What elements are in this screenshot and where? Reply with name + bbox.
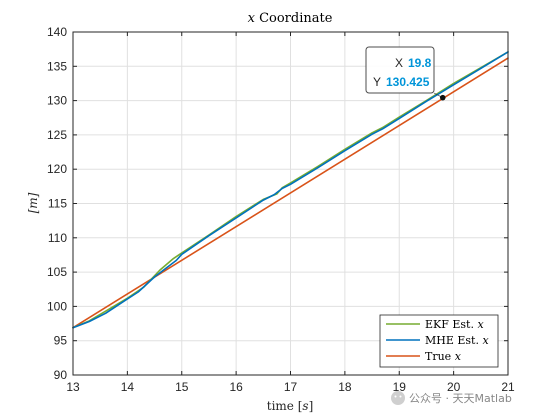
y-tick-label: 95 — [54, 334, 68, 348]
y-tick-label: 115 — [48, 197, 67, 211]
axis-ticks — [72, 31, 509, 376]
x-axis-label-word: time [ — [267, 399, 303, 413]
data-tip-y-label: Y — [373, 75, 381, 89]
y-tick-label: 105 — [47, 265, 67, 279]
data-tip[interactable]: X 19.8 Y 130.425 — [365, 46, 446, 101]
legend-label: EKF Est. x — [425, 318, 484, 331]
y-tick-label: 135 — [47, 59, 67, 73]
series-line-true-x — [72, 57, 509, 329]
data-tip-x-label: X — [395, 56, 403, 70]
legend-label-text: EKF Est. — [425, 318, 477, 331]
series-line-mhe-est-x — [72, 51, 509, 329]
data-tip-x-value: 19.8 — [408, 56, 432, 70]
x-tick-label: 19 — [393, 380, 407, 394]
y-tick-label: 100 — [47, 299, 67, 313]
wechat-icon-eye-left — [394, 395, 397, 398]
legend-label-symbol: x — [477, 318, 484, 331]
chart-title-symbol: x — [248, 11, 256, 26]
x-tick-label: 14 — [121, 380, 135, 394]
legend-label: True x — [425, 350, 462, 363]
y-tick-label: 90 — [54, 368, 68, 382]
x-tick-label: 17 — [284, 380, 298, 394]
y-tick-label: 110 — [48, 231, 67, 245]
y-tick-labels: 90 95 100 105 110 115 120 125 130 135 140 — [47, 25, 67, 382]
chart-title-rest: Coordinate — [255, 11, 333, 26]
legend-label-symbol: x — [455, 350, 462, 363]
wechat-icon — [391, 391, 405, 405]
legend-label: MHE Est. x — [425, 334, 489, 347]
x-tick-label: 13 — [66, 380, 80, 394]
x-tick-labels: 13 14 15 16 17 18 19 20 21 — [66, 380, 515, 394]
x-tick-label: 15 — [175, 380, 189, 394]
x-axis-label: time [s] — [267, 399, 314, 413]
wechat-icon-eye-right — [399, 395, 402, 398]
data-tip-marker[interactable] — [439, 94, 446, 101]
y-tick-label: 120 — [47, 162, 67, 176]
y-axis-label: [m] — [26, 192, 40, 213]
series-group — [72, 51, 509, 329]
data-tip-y-value: 130.425 — [386, 75, 430, 89]
x-tick-label: 16 — [229, 380, 243, 394]
data-tip-box — [365, 46, 435, 94]
y-tick-label: 125 — [47, 128, 67, 142]
legend-label-text: True — [425, 350, 455, 363]
legend-label-symbol: x — [482, 334, 489, 347]
chart-title: x Coordinate — [248, 11, 333, 26]
x-tick-label: 20 — [447, 380, 461, 394]
x-tick-label: 18 — [338, 380, 352, 394]
x-axis-label-unit: s — [302, 399, 308, 413]
legend-label-text: MHE Est. — [425, 334, 482, 347]
watermark: 公众号 · 天天Matlab — [391, 391, 512, 405]
x-tick-label: 21 — [501, 380, 515, 394]
watermark-text: 公众号 · 天天Matlab — [409, 392, 512, 405]
y-tick-label: 140 — [47, 25, 67, 39]
y-tick-label: 130 — [47, 94, 67, 108]
x-axis-label-bracket: ] — [309, 399, 314, 413]
